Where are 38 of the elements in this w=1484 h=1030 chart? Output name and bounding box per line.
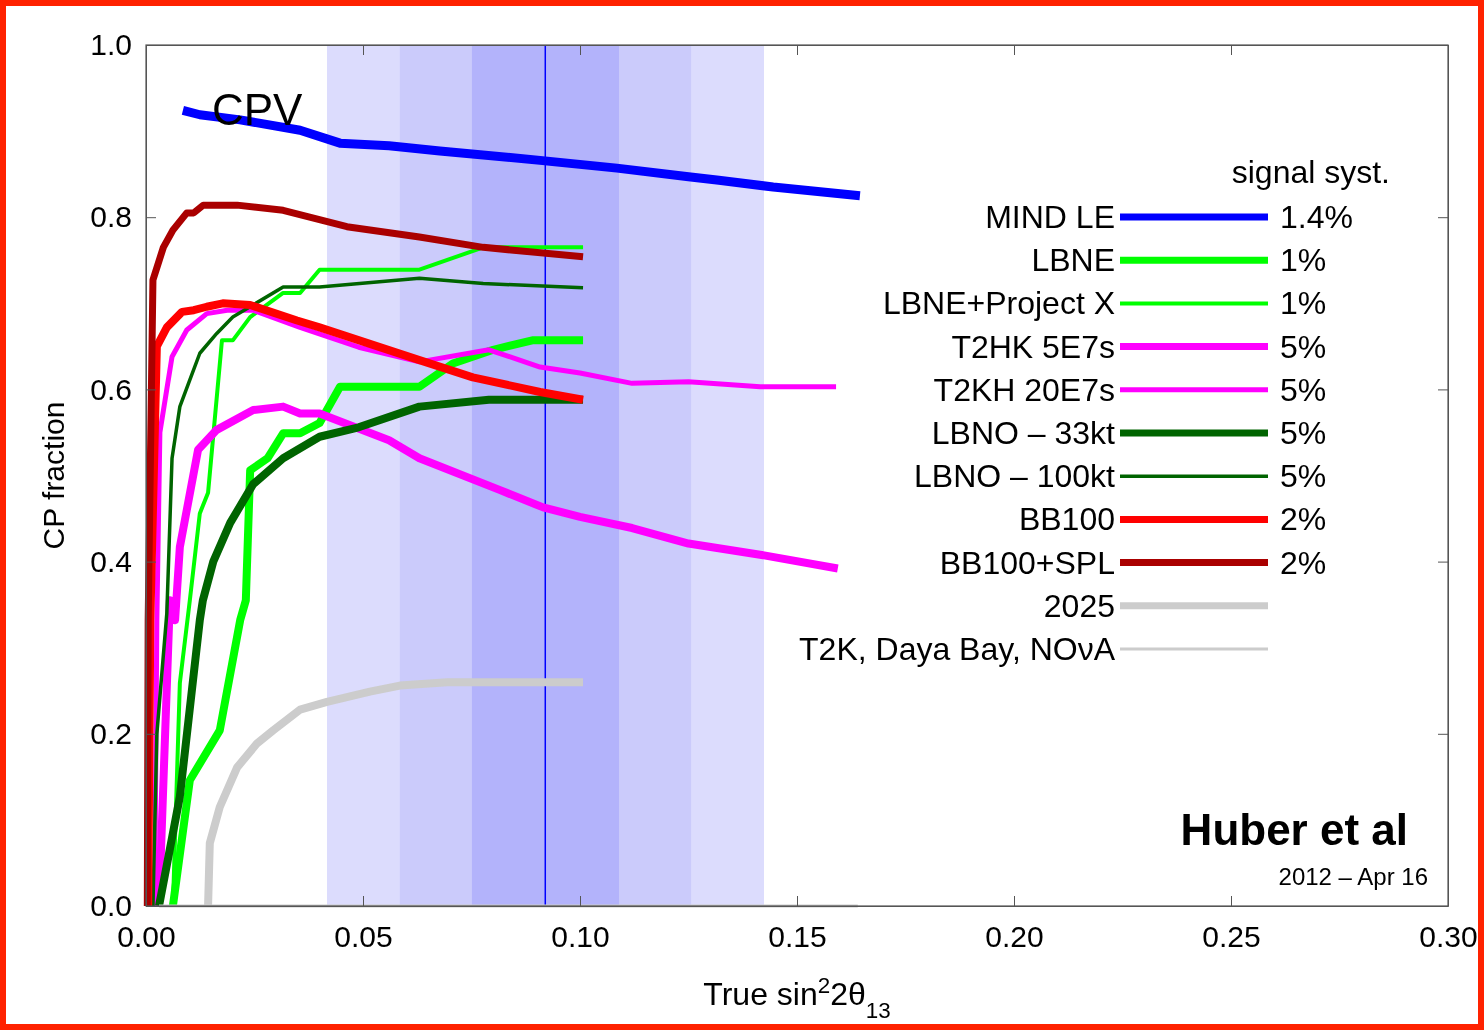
annotation: 2% xyxy=(1280,501,1327,538)
x-axis-title: True sin$^{2}$2θ$_{13}$ xyxy=(703,972,891,1023)
legend-label: LBNO – 33kt xyxy=(931,415,1116,451)
x-tick-label: 0.30 xyxy=(1419,920,1478,953)
y-axis-title: CP fraction xyxy=(37,401,70,550)
y-tick-label: 1.0 xyxy=(90,28,132,62)
y-tick-label: 0.4 xyxy=(90,544,132,578)
y-tick-label: 0.0 xyxy=(90,889,132,923)
y-tick-label: 0.2 xyxy=(90,716,132,750)
x-tick-label: 0.05 xyxy=(334,920,393,953)
annotation: Huber et al xyxy=(1180,805,1408,854)
legend-label: T2HK 5E7s xyxy=(951,328,1115,365)
annotation: 2% xyxy=(1280,544,1327,581)
annotation: 1% xyxy=(1280,242,1327,279)
annotation: 1% xyxy=(1280,285,1327,322)
annotation: 5% xyxy=(1280,371,1327,408)
legend-label: 2025 xyxy=(1043,587,1115,624)
x-tick-label: 0.25 xyxy=(1202,920,1261,953)
legend-label: T2KH 20E7s xyxy=(933,371,1115,408)
legend-label: LBNE+Project X xyxy=(882,285,1115,322)
annotation: 5% xyxy=(1280,328,1327,365)
x-tick-label: 0.15 xyxy=(768,920,827,953)
x-tick-label: 0.10 xyxy=(551,920,610,953)
y-tick-label: 0.8 xyxy=(90,200,132,234)
x-tick-label: 0.00 xyxy=(117,920,176,953)
legend-label: LBNO – 100kt xyxy=(914,458,1116,495)
legend-label: MIND LE xyxy=(985,199,1115,235)
x-tick-label: 0.20 xyxy=(985,920,1044,953)
legend-label: LBNE xyxy=(1031,242,1115,279)
annotation: 5% xyxy=(1280,415,1327,451)
annotation: 1.4% xyxy=(1280,199,1353,235)
y-tick-label: 0.6 xyxy=(90,372,132,406)
legend-label: T2K, Daya Bay, NOνA xyxy=(799,631,1116,667)
annotation: 5% xyxy=(1280,458,1327,495)
legend-label: BB100 xyxy=(1018,501,1115,538)
legend-title: signal syst. xyxy=(1231,154,1390,190)
annotation: 2012 – Apr 16 xyxy=(1278,863,1428,890)
legend-label: BB100+SPL xyxy=(939,544,1115,581)
